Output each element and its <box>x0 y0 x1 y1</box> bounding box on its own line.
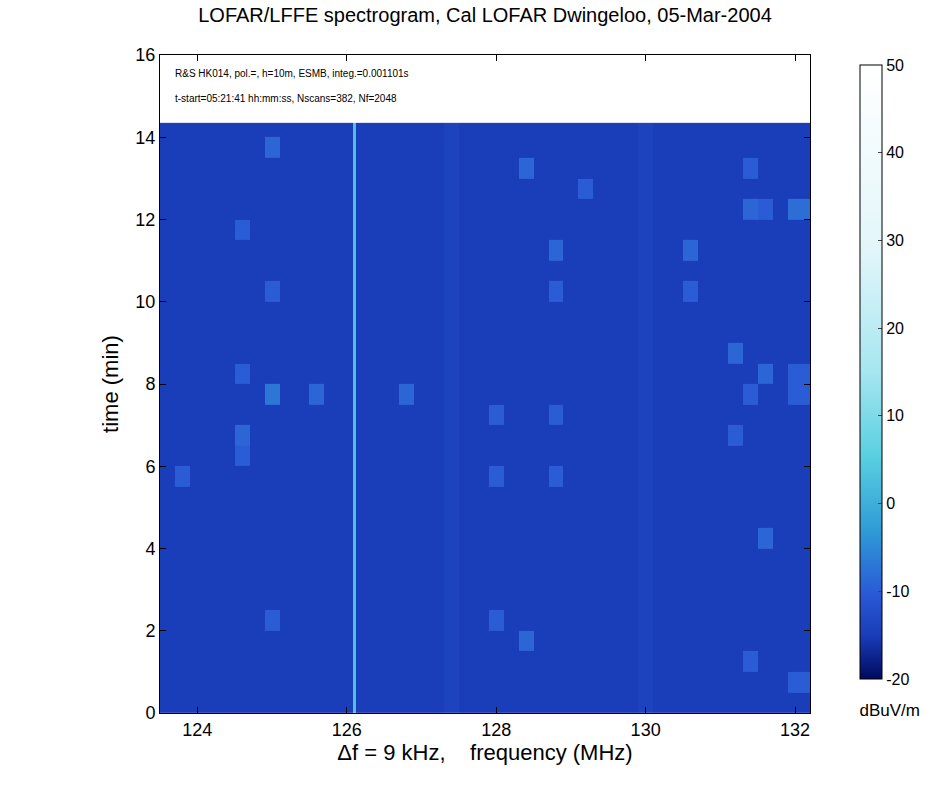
svg-text:40: 40 <box>886 144 904 161</box>
svg-text:dBuV/m: dBuV/m <box>860 701 920 720</box>
svg-text:124: 124 <box>182 720 212 740</box>
svg-text:130: 130 <box>631 720 661 740</box>
svg-text:10: 10 <box>135 292 155 312</box>
svg-text:30: 30 <box>886 232 904 249</box>
svg-text:8: 8 <box>145 374 155 394</box>
svg-text:time (min): time (min) <box>98 335 123 433</box>
svg-text:16: 16 <box>135 45 155 65</box>
svg-text:t-start=05:21:41 hh:mm:ss, Nsc: t-start=05:21:41 hh:mm:ss, Nscans=382, N… <box>175 93 397 104</box>
svg-text:-10: -10 <box>886 583 909 600</box>
svg-text:-20: -20 <box>886 671 909 688</box>
svg-text:0: 0 <box>145 703 155 723</box>
svg-text:126: 126 <box>332 720 362 740</box>
svg-text:128: 128 <box>481 720 511 740</box>
svg-text:4: 4 <box>145 539 155 559</box>
svg-text:50: 50 <box>886 57 904 74</box>
svg-text:LOFAR/LFFE spectrogram, Cal LO: LOFAR/LFFE spectrogram, Cal LOFAR Dwinge… <box>198 4 772 26</box>
svg-text:R&S HK014, pol.=, h=10m, ESMB,: R&S HK014, pol.=, h=10m, ESMB, integ.=0.… <box>175 68 409 79</box>
svg-text:14: 14 <box>135 128 155 148</box>
svg-text:12: 12 <box>135 210 155 230</box>
svg-text:132: 132 <box>780 720 810 740</box>
svg-text:2: 2 <box>145 621 155 641</box>
svg-text:6: 6 <box>145 457 155 477</box>
svg-text:0: 0 <box>886 495 895 512</box>
svg-text:Δf = 9 kHz, frequency (MHz): Δf = 9 kHz, frequency (MHz) <box>337 740 632 765</box>
svg-text:10: 10 <box>886 407 904 424</box>
svg-text:20: 20 <box>886 320 904 337</box>
